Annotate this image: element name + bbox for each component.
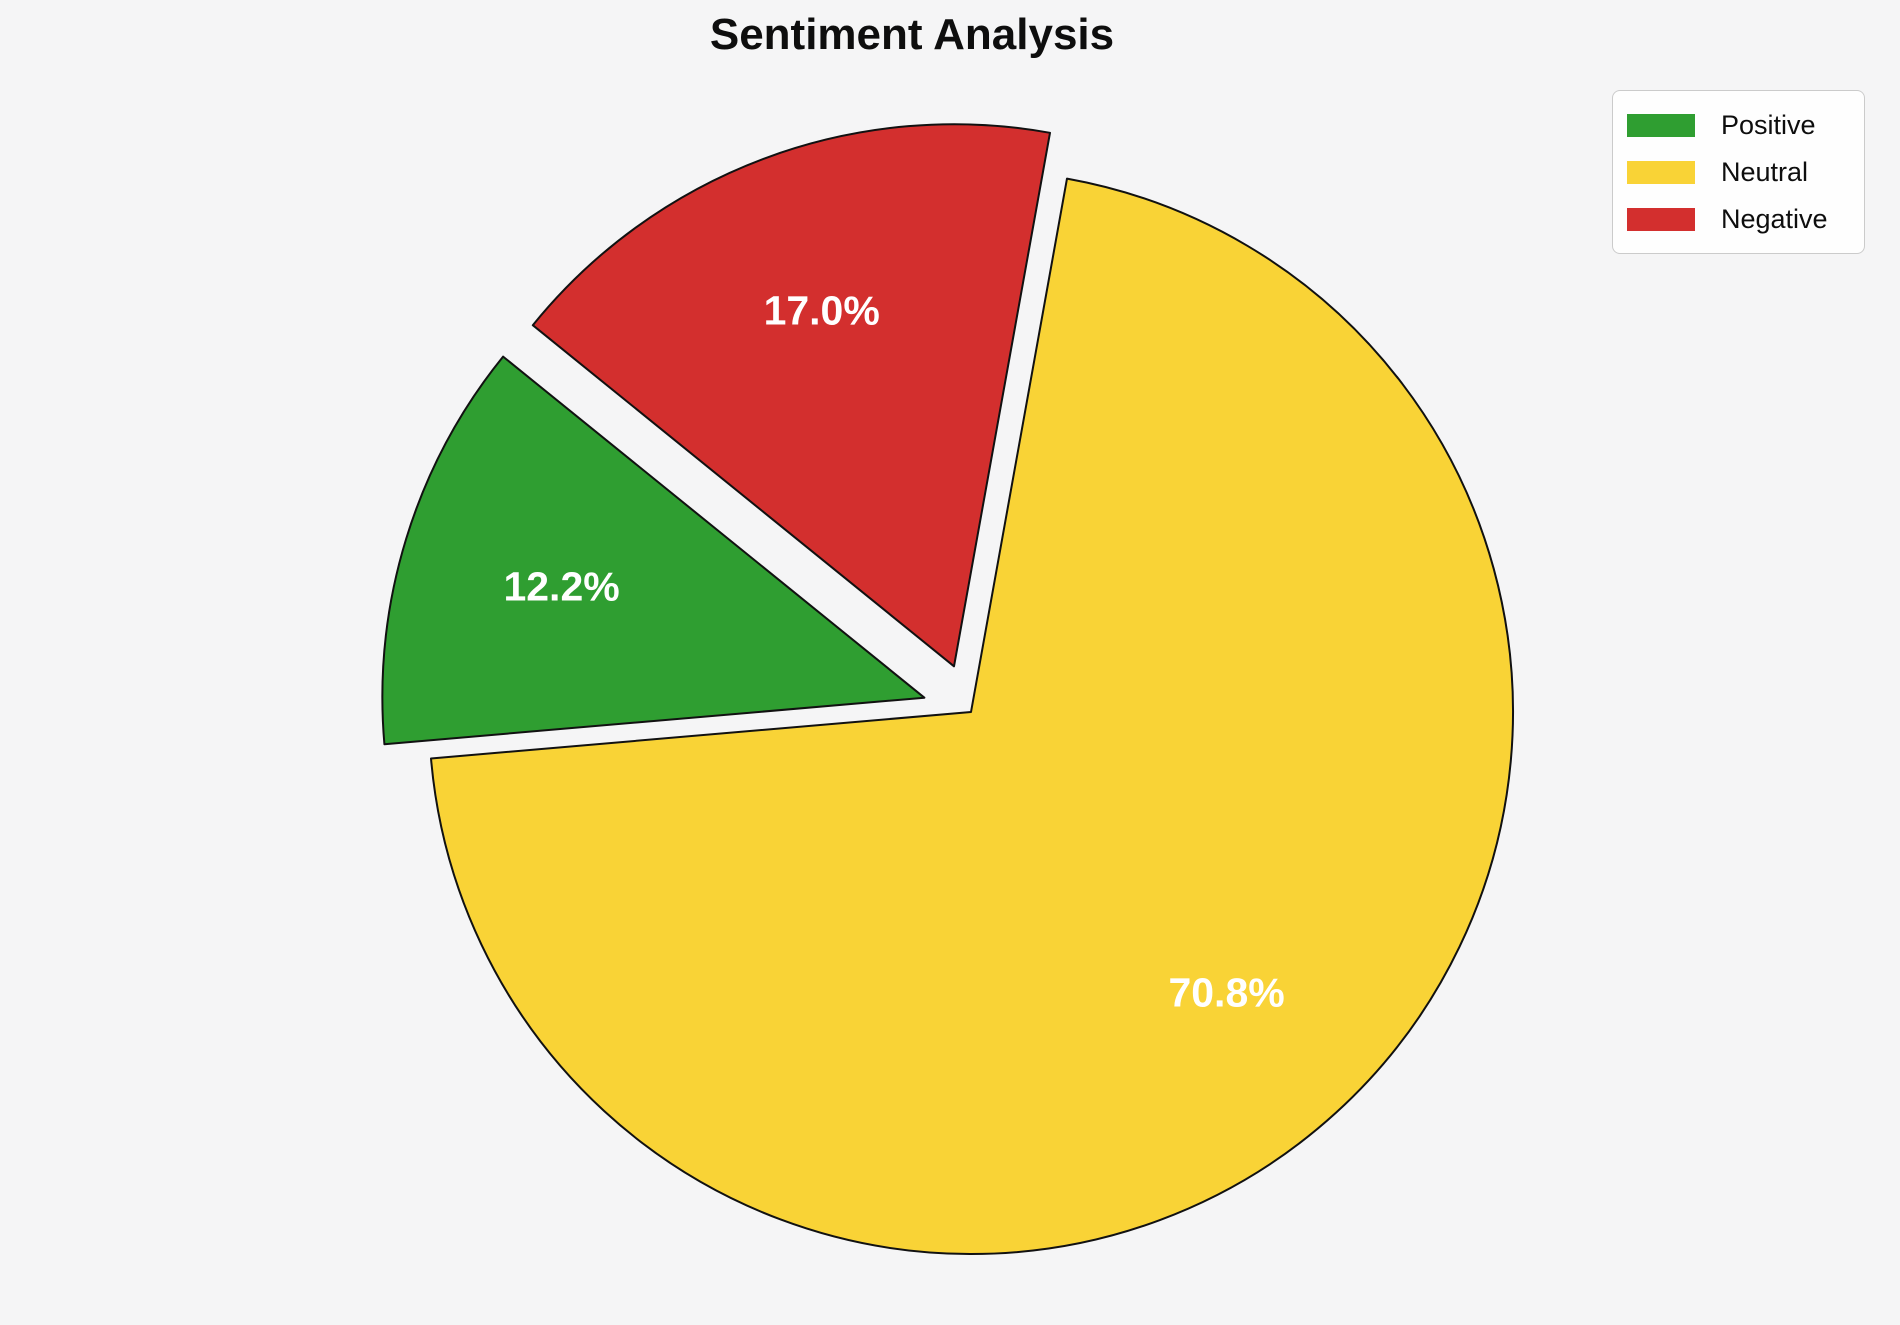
legend-item: Negative [1627, 196, 1850, 243]
legend: Positive Neutral Negative [1612, 90, 1865, 254]
legend-label: Negative [1721, 204, 1828, 234]
legend-swatch [1627, 208, 1695, 231]
slice-percent-label-neutral: 70.8% [1168, 969, 1284, 1015]
legend-item: Positive [1627, 102, 1850, 149]
legend-swatch [1627, 114, 1695, 137]
pie-slice-positive [381, 355, 926, 746]
legend-swatch [1627, 161, 1695, 184]
chart-title: Sentiment Analysis [709, 10, 1115, 59]
legend-label: Neutral [1721, 157, 1809, 187]
pie-slice-negative [531, 123, 1051, 668]
pie-slice-neutral [430, 177, 1514, 1256]
legend-label: Positive [1721, 110, 1816, 140]
legend-item: Neutral [1627, 149, 1850, 196]
slice-percent-label-negative: 17.0% [764, 288, 880, 334]
slice-percent-label-positive: 12.2% [503, 564, 619, 610]
